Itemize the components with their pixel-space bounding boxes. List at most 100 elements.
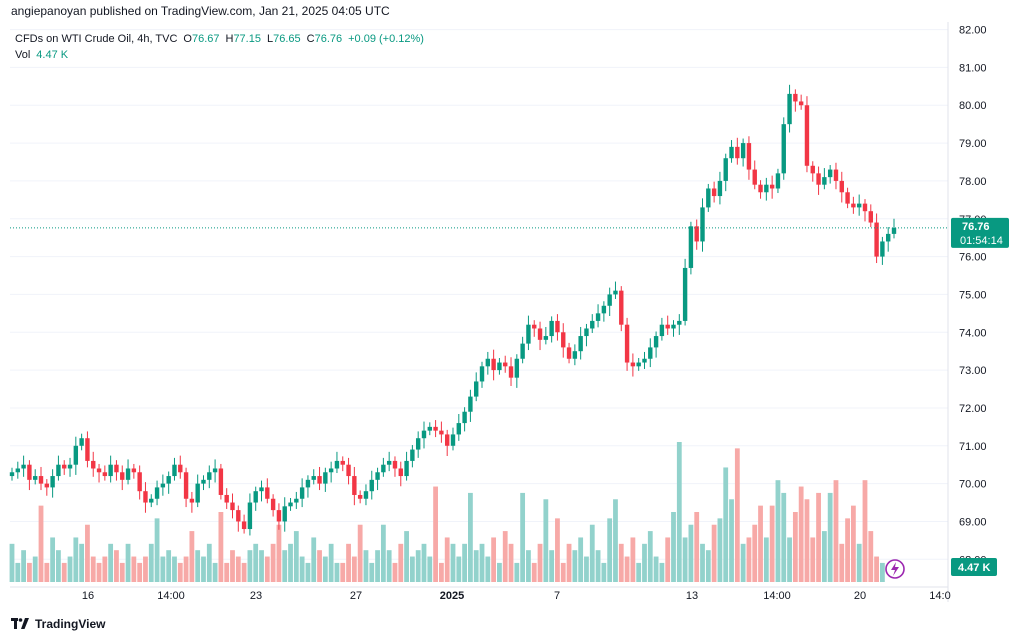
footer-brand: TradingView	[35, 617, 106, 631]
candle-body	[508, 366, 514, 378]
candle-body	[874, 222, 879, 257]
volume-bar	[618, 543, 624, 582]
volume-bar	[456, 556, 462, 582]
candle-body	[711, 188, 717, 197]
candle-body	[85, 438, 90, 461]
candle-body	[230, 502, 235, 511]
volume-bar	[816, 492, 821, 582]
candle-body	[212, 468, 218, 473]
volume-bar	[102, 556, 108, 582]
candle-body	[729, 146, 734, 159]
candle-body	[624, 324, 630, 363]
candle-body	[503, 362, 508, 367]
volume-bar	[839, 543, 845, 582]
candle-body	[421, 430, 427, 439]
price-tick-label: 71.00	[959, 441, 987, 453]
volume-label[interactable]: Vol	[15, 49, 31, 61]
candle-body	[764, 184, 769, 193]
volume-bar	[305, 562, 311, 582]
volume-bar	[137, 562, 143, 582]
volume-bar	[177, 562, 183, 582]
volume-bar	[293, 531, 299, 582]
candle-body	[236, 510, 241, 522]
symbol-name[interactable]: CFDs on WTI Crude Oil, 4h, TVC	[15, 33, 178, 45]
candle-body	[671, 324, 676, 329]
candle-body	[781, 124, 786, 174]
candle-body	[642, 358, 647, 363]
volume-bar	[601, 562, 607, 582]
volume-bar	[264, 556, 270, 582]
volume-bar	[485, 556, 491, 582]
candle-body	[270, 498, 276, 511]
volume-bar	[131, 556, 137, 582]
candle-body	[723, 158, 728, 181]
candle-body	[444, 434, 450, 446]
volume-bar	[317, 550, 322, 582]
lightning-icon[interactable]	[885, 559, 905, 579]
volume-bar	[85, 524, 90, 582]
volume-bar	[879, 562, 885, 582]
candle-body	[183, 472, 189, 499]
candle-body	[218, 468, 224, 495]
candle-body	[415, 438, 421, 450]
candle-body	[769, 184, 775, 189]
volume-bar	[589, 524, 595, 582]
candle-body	[793, 93, 798, 102]
time-axis: 16 14:00 23 27 2025 7 13 14:00 20 14:0	[82, 590, 951, 602]
volume-bar	[827, 492, 833, 582]
candle-body	[294, 498, 299, 503]
candle-body	[44, 483, 50, 488]
volume-bar	[392, 562, 398, 582]
candle-body	[62, 464, 67, 469]
candle-body	[468, 396, 473, 412]
volume-bar	[50, 537, 56, 582]
candle-body	[758, 184, 763, 193]
candle-body	[381, 464, 386, 473]
svg-text:01:54:14: 01:54:14	[960, 235, 1003, 247]
volume-bar	[404, 531, 409, 582]
volume-bar	[386, 550, 392, 582]
candle-body	[735, 146, 740, 159]
candle-body	[259, 487, 264, 492]
candle-body	[172, 464, 177, 477]
candle-body	[479, 366, 485, 382]
candle-body	[584, 328, 589, 337]
volume-bar	[665, 537, 671, 582]
volume-bar	[409, 556, 415, 582]
candle-body	[787, 93, 792, 125]
candle-body	[630, 362, 636, 367]
candle-body	[775, 173, 781, 189]
candle-body	[885, 233, 891, 242]
volume-bar	[241, 562, 247, 582]
time-tick-label: 2025	[440, 590, 464, 602]
candle-body	[880, 241, 885, 257]
volume-bar	[758, 505, 763, 582]
volume-bar	[166, 550, 172, 582]
candle-body	[195, 483, 200, 503]
volume-bar	[276, 524, 282, 582]
candle-body	[334, 460, 340, 469]
price-tick-label: 76.00	[959, 252, 987, 264]
volume-bar	[125, 543, 131, 582]
time-tick-label: 14:00	[157, 590, 185, 602]
volume-bar	[282, 550, 288, 582]
candle-body	[369, 479, 374, 492]
candle-body	[317, 476, 322, 484]
candle-body	[352, 476, 357, 495]
time-tick-label: 7	[554, 590, 560, 602]
candle-body	[740, 143, 746, 159]
candle-body	[404, 460, 409, 477]
volume-bar	[363, 550, 369, 582]
price-tick-label: 82.00	[959, 25, 987, 37]
svg-text:76.76: 76.76	[962, 221, 990, 233]
candle-body	[357, 494, 363, 499]
volume-bar	[688, 524, 694, 582]
price-tick-label: 69.00	[959, 516, 987, 528]
candle-body	[328, 468, 334, 473]
candle-body	[619, 290, 624, 325]
volume-bar	[351, 556, 357, 582]
candle-body	[288, 502, 293, 507]
volume-bar	[566, 543, 572, 582]
volume-bar	[468, 492, 473, 582]
